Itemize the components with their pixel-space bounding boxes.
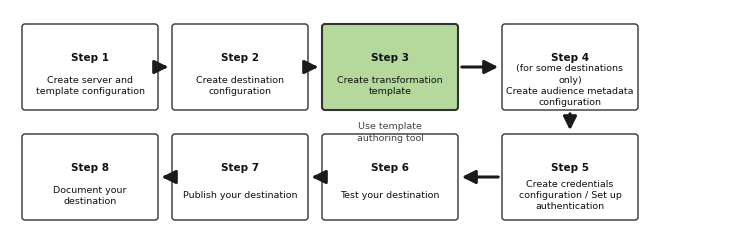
Text: (for some destinations
only)
Create audience metadata
configuration: (for some destinations only) Create audi… bbox=[506, 64, 634, 106]
Text: Step 2: Step 2 bbox=[221, 53, 259, 63]
FancyBboxPatch shape bbox=[322, 134, 458, 220]
Text: Step 5: Step 5 bbox=[551, 163, 589, 173]
Text: Create transformation
template: Create transformation template bbox=[338, 75, 442, 95]
FancyBboxPatch shape bbox=[502, 25, 638, 111]
Text: Step 3: Step 3 bbox=[371, 53, 409, 63]
FancyBboxPatch shape bbox=[172, 134, 308, 220]
Text: Step 6: Step 6 bbox=[371, 163, 409, 173]
FancyBboxPatch shape bbox=[322, 25, 458, 111]
FancyBboxPatch shape bbox=[172, 25, 308, 111]
Text: Step 4: Step 4 bbox=[551, 53, 589, 63]
FancyBboxPatch shape bbox=[22, 134, 158, 220]
Text: Test your destination: Test your destination bbox=[340, 190, 439, 199]
Text: Step 7: Step 7 bbox=[221, 163, 259, 173]
Text: Publish your destination: Publish your destination bbox=[183, 190, 297, 199]
Text: Document your
destination: Document your destination bbox=[53, 185, 127, 205]
Text: Create server and
template configuration: Create server and template configuration bbox=[35, 75, 145, 95]
FancyBboxPatch shape bbox=[22, 25, 158, 111]
FancyBboxPatch shape bbox=[502, 134, 638, 220]
Text: Create credentials
configuration / Set up
authentication: Create credentials configuration / Set u… bbox=[518, 179, 622, 210]
Text: Step 1: Step 1 bbox=[71, 53, 109, 63]
Text: Use template
authoring tool: Use template authoring tool bbox=[356, 121, 424, 142]
Text: Create destination
configuration: Create destination configuration bbox=[196, 75, 284, 95]
Text: Step 8: Step 8 bbox=[71, 163, 109, 173]
